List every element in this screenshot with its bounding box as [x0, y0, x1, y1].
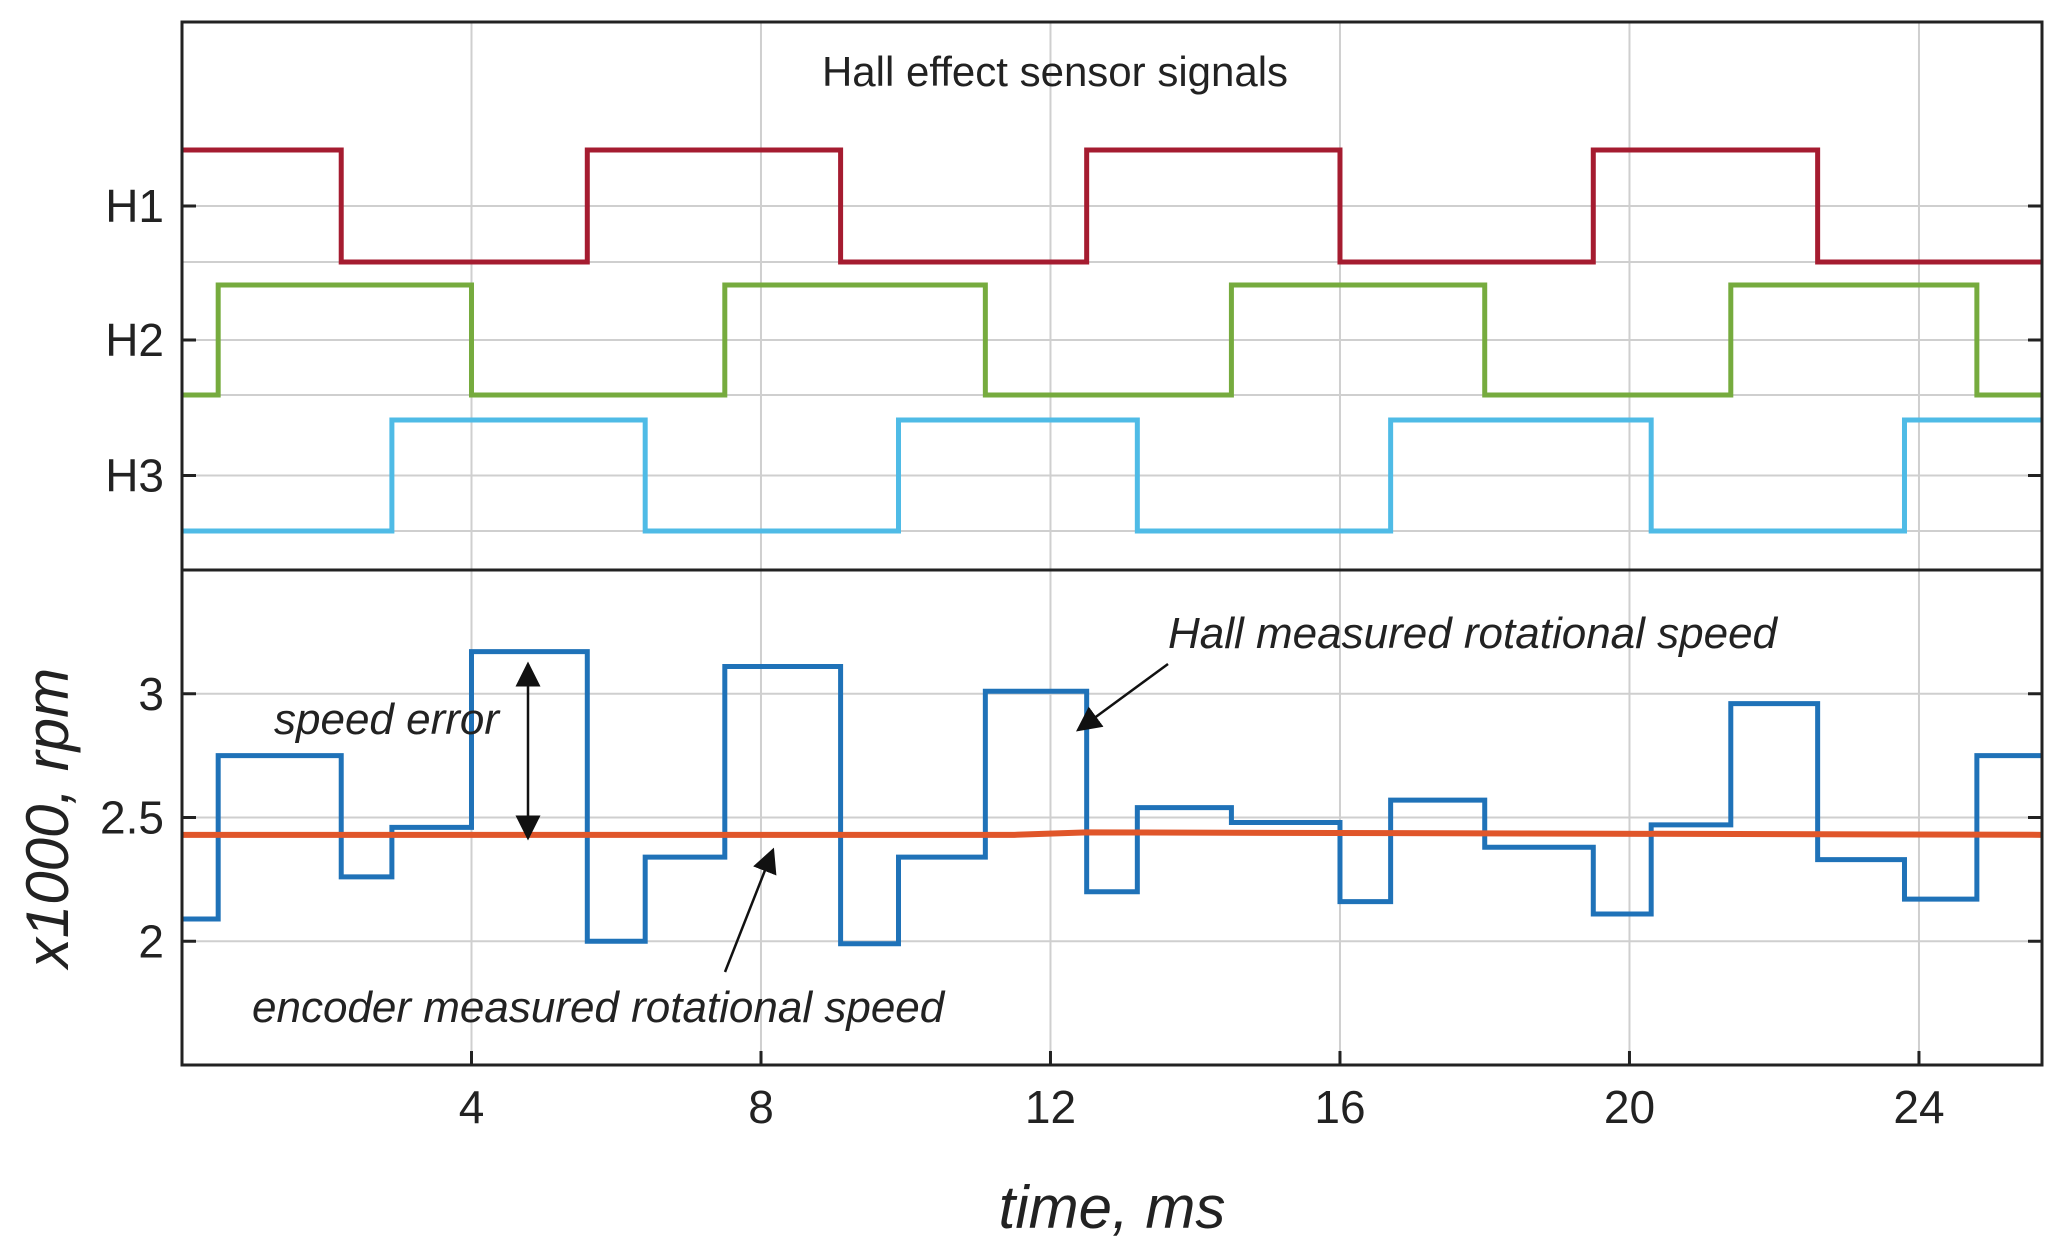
hall-speed-annotation: Hall measured rotational speed: [1168, 609, 1779, 658]
hall-speed-line: [182, 649, 2042, 947]
x-tick-label-20: 20: [1604, 1081, 1655, 1133]
hall-panel-y-ticks: H1 H2 H3: [105, 180, 2042, 502]
hall-y-tick-label-h1: H1: [105, 180, 164, 232]
hall-speed-arrow: [1075, 662, 1169, 732]
hall-panel: H1 H2 H3 Hall effect sensor signals: [105, 20, 2044, 572]
encoder-speed-line: [182, 829, 2043, 838]
encoder-speed-annotation: encoder measured rotational speed: [252, 983, 946, 1032]
x-axis-label: time, ms: [999, 1174, 1226, 1241]
x-tick-label-8: 8: [748, 1081, 774, 1133]
speed-error-annotation: speed error: [274, 695, 501, 744]
x-tick-label-12: 12: [1025, 1081, 1076, 1133]
series-h2-line: [182, 282, 2042, 398]
x-tick-label-16: 16: [1314, 1081, 1365, 1133]
hall-panel-frame: [180, 20, 2044, 572]
hall-panel-series: [182, 147, 2042, 534]
encoder-speed-arrow: [723, 847, 777, 973]
speed-y-tick-label-1: 2: [138, 915, 164, 967]
hall-panel-grid: [182, 22, 2042, 570]
speed-panel-y-ticks: 22.53: [100, 668, 2042, 967]
speed-panel: 22.53 4 8 12 16 20 24 Hall measured rotationa…: [14, 568, 2044, 1241]
hall-panel-title: Hall effect sensor signals: [822, 48, 1288, 95]
x-tick-label-4: 4: [459, 1081, 485, 1133]
speed-y-tick-label-2: 2.5: [100, 792, 164, 844]
series-h3-line: [182, 417, 2042, 534]
speed-panel-series: [182, 649, 2043, 947]
series-h1-line: [182, 147, 2042, 265]
speed-panel-x-ticks: 4 8 12 16 20 24: [459, 1051, 1945, 1133]
x-tick-label-24: 24: [1893, 1081, 1944, 1133]
y-axis-label: x1000, rpm: [14, 668, 81, 971]
speed-y-tick-label-3: 3: [138, 668, 164, 720]
hall-y-tick-label-h3: H3: [105, 450, 164, 502]
hall-y-tick-label-h2: H2: [105, 314, 164, 366]
